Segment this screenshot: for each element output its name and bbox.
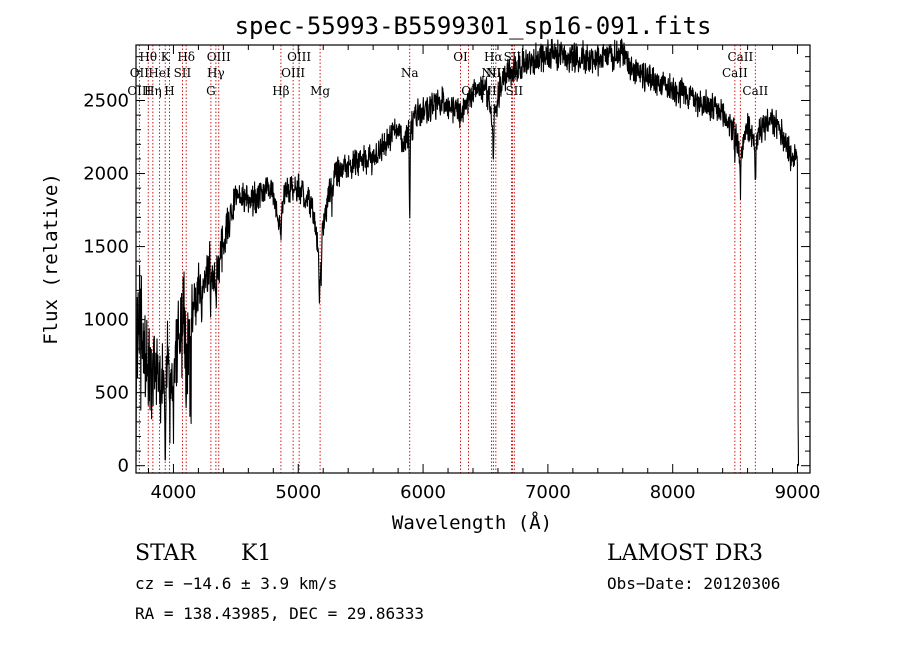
line-label: OIII	[207, 50, 231, 64]
y-tick-label: 2500	[83, 91, 129, 112]
line-label: Hδ	[177, 50, 195, 64]
y-tick-label: 500	[95, 383, 129, 404]
x-tick-label: 4000	[151, 482, 197, 503]
line-label: NII	[486, 66, 506, 80]
spectrum-line	[135, 38, 800, 466]
x-tick-label: 9000	[775, 482, 821, 503]
line-label: SII	[174, 66, 192, 80]
y-tick-label: 2000	[83, 164, 129, 185]
x-axis-label: Wavelength (Å)	[392, 511, 552, 534]
line-label: H	[164, 84, 174, 98]
line-label: Hγ	[207, 66, 225, 80]
y-axis-label: Flux (relative)	[40, 173, 62, 345]
x-tick-label: 7000	[525, 482, 571, 503]
y-tick-label: 0	[118, 456, 129, 477]
line-label: CaII	[727, 50, 753, 64]
line-label: Hβ	[272, 84, 289, 98]
line-label: K	[161, 50, 171, 64]
line-label: Hη	[144, 84, 162, 98]
y-tick-label: 1500	[83, 237, 129, 258]
line-label: OIII	[127, 84, 151, 98]
line-label: NII	[481, 66, 501, 80]
x-tick-label: 6000	[400, 482, 446, 503]
object-class: STAR	[135, 541, 197, 566]
line-label: Hθ	[139, 50, 157, 64]
line-label: CaII	[722, 66, 748, 80]
line-label: Na	[401, 66, 419, 80]
redshift-value: cz = −14.6 ± 3.9 km/s	[135, 574, 337, 593]
coordinates: RA = 138.43985, DEC = 29.86333	[135, 604, 424, 623]
line-label: OIII	[281, 66, 305, 80]
line-label: OIII	[287, 50, 311, 64]
survey-name: LAMOST DR3	[607, 541, 763, 566]
line-label: G	[206, 84, 216, 98]
chart-title: spec-55993-B5599301_sp16-091.fits	[235, 12, 712, 40]
line-label: OI	[453, 50, 468, 64]
y-tick-label: 1000	[83, 310, 129, 331]
line-label: SII	[505, 84, 523, 98]
line-label: OII	[130, 66, 150, 80]
x-tick-label: 8000	[650, 482, 696, 503]
line-label: Hα	[484, 50, 503, 64]
line-label: Mg	[310, 84, 330, 98]
observation-date: Obs−Date: 20120306	[607, 574, 780, 593]
line-label: CaII	[742, 84, 768, 98]
x-tick-label: 5000	[275, 482, 321, 503]
y-axis-ticks: 0 500 1000 1500 2000 2500	[83, 56, 810, 477]
spectral-line-labels: HθOIIOIIIHηHeIKHSIIHδGHγOIIIHβOIIIOIIIMg…	[127, 50, 768, 98]
x-axis-ticks: 4000 5000 6000 7000 8000 9000	[147, 45, 821, 503]
object-subclass: K1	[241, 541, 271, 566]
spectral-line-markers	[138, 45, 756, 473]
line-label: HeI	[148, 66, 171, 80]
